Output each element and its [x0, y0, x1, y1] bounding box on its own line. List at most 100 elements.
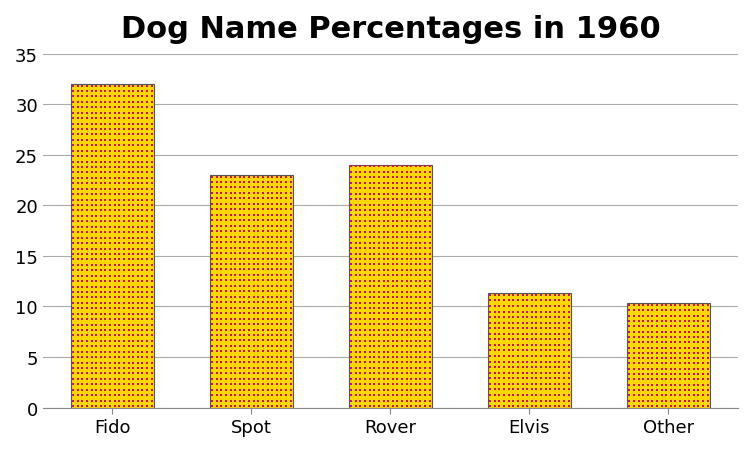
Point: [261, 403, 273, 410]
Point: [285, 310, 297, 317]
Point: [414, 202, 426, 209]
Point: [99, 359, 111, 366]
Point: [108, 218, 120, 226]
Point: [261, 201, 273, 208]
Point: [424, 174, 436, 181]
Point: [252, 190, 264, 197]
Point: [405, 294, 417, 301]
Point: [113, 153, 125, 161]
Point: [377, 397, 389, 405]
Point: [239, 201, 251, 208]
Point: [424, 185, 436, 193]
Point: [113, 251, 125, 258]
Point: [553, 391, 566, 399]
Point: [243, 403, 255, 410]
Point: [345, 343, 357, 350]
Point: [540, 391, 552, 399]
Point: [211, 272, 223, 279]
Point: [508, 319, 520, 327]
Point: [405, 391, 417, 399]
Point: [86, 115, 98, 123]
Point: [239, 304, 251, 312]
Point: [377, 348, 389, 355]
Point: [145, 104, 157, 111]
Point: [396, 267, 408, 274]
Point: [280, 206, 292, 213]
Point: [81, 137, 93, 144]
Point: [239, 386, 251, 393]
Point: [693, 328, 705, 336]
Point: [687, 392, 700, 399]
Point: [526, 331, 538, 338]
Point: [350, 283, 362, 290]
Point: [215, 266, 227, 273]
Point: [693, 355, 705, 362]
Point: [252, 272, 264, 279]
Point: [113, 343, 125, 350]
Point: [544, 380, 556, 387]
Point: [642, 371, 654, 378]
Point: [76, 337, 88, 345]
Point: [229, 403, 241, 410]
Point: [266, 386, 278, 393]
Point: [76, 397, 88, 405]
Point: [224, 370, 236, 377]
Point: [141, 207, 153, 215]
Point: [285, 228, 297, 235]
Point: [132, 278, 144, 285]
Point: [81, 375, 93, 382]
Point: [562, 336, 575, 343]
Point: [521, 325, 533, 332]
Point: [562, 386, 575, 393]
Point: [145, 207, 157, 215]
Point: [646, 334, 658, 341]
Point: [387, 212, 399, 220]
Point: [512, 336, 524, 343]
Point: [141, 148, 153, 155]
Point: [257, 206, 269, 213]
Point: [108, 143, 120, 150]
Point: [280, 272, 292, 279]
Point: [553, 403, 566, 410]
Point: [99, 110, 111, 117]
Point: [396, 375, 408, 382]
Point: [355, 403, 367, 410]
Point: [206, 337, 218, 344]
Point: [276, 184, 288, 192]
Point: [72, 305, 84, 312]
Point: [211, 184, 223, 192]
Point: [345, 289, 357, 296]
Point: [113, 240, 125, 247]
Point: [665, 392, 677, 399]
Point: [113, 137, 125, 144]
Point: [252, 217, 264, 224]
Point: [76, 381, 88, 388]
Point: [224, 403, 236, 410]
Point: [623, 328, 636, 336]
Point: [266, 223, 278, 230]
Point: [123, 348, 135, 355]
Point: [81, 327, 93, 334]
Point: [702, 381, 714, 388]
Point: [271, 255, 283, 262]
Point: [252, 391, 264, 399]
Point: [123, 375, 135, 382]
Point: [123, 197, 135, 204]
Point: [95, 310, 107, 318]
Point: [350, 343, 362, 350]
Point: [549, 292, 561, 299]
Point: [95, 267, 107, 274]
Point: [276, 261, 288, 268]
Point: [392, 294, 404, 301]
Point: [373, 397, 385, 405]
Point: [104, 235, 116, 242]
Point: [206, 261, 218, 268]
Point: [549, 325, 561, 332]
Point: [243, 239, 255, 246]
Point: [90, 115, 102, 123]
Point: [211, 179, 223, 186]
Point: [364, 180, 376, 187]
Point: [345, 370, 357, 377]
Point: [104, 370, 116, 377]
Point: [484, 341, 496, 349]
